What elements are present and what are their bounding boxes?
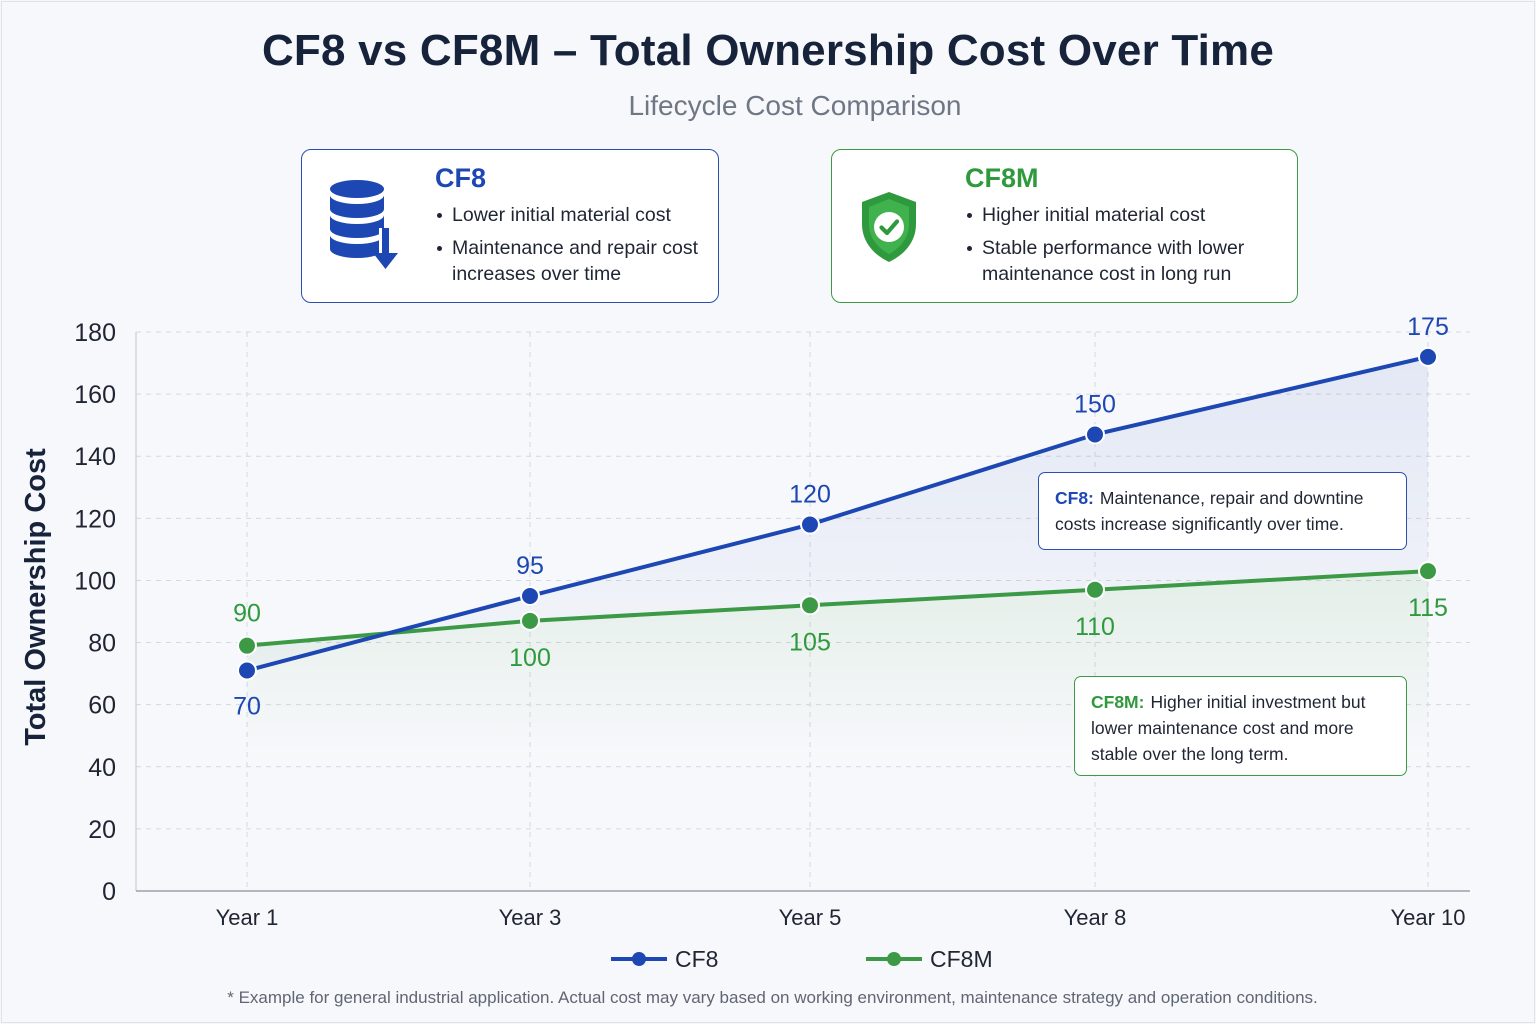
x-tick-label: Year 10 <box>1390 905 1465 930</box>
cf8-data-label: 150 <box>1074 390 1116 418</box>
y-tick-label: 20 <box>88 816 116 844</box>
cf8-data-label: 175 <box>1407 313 1449 341</box>
cf8-data-label: 95 <box>516 552 544 580</box>
cf8-info-card: CF8 Lower initial material cost Maintena… <box>301 149 719 303</box>
legend-swatch-cf8m <box>866 944 922 974</box>
shield-check-icon <box>862 192 916 262</box>
legend-item-cf8m: CF8M <box>866 944 993 974</box>
y-tick-label: 160 <box>74 381 116 409</box>
cf8m-data-label: 105 <box>789 628 831 656</box>
legend-label-cf8: CF8 <box>675 945 719 972</box>
cf8m-info-card: CF8M Higher initial material cost Stable… <box>831 149 1298 303</box>
y-tick-label: 180 <box>74 319 116 347</box>
x-tick-label: Year 5 <box>779 905 842 930</box>
legend-item-cf8: CF8 <box>611 944 718 974</box>
cf8-card-bullets: Lower initial material cost Maintenance … <box>435 202 715 294</box>
footnote: * Example for general industrial applica… <box>227 988 1318 1007</box>
cf8m-data-label: 90 <box>233 600 261 628</box>
y-tick-label: 40 <box>88 754 116 782</box>
x-tick-label: Year 3 <box>499 905 562 930</box>
cf8m-data-point <box>800 595 820 616</box>
cf8-annotation: CF8: Maintenance, repair and downtine cos… <box>1038 472 1407 550</box>
cf8-data-point <box>520 585 540 606</box>
cf8m-card-bullets: Higher initial material cost Stable perf… <box>965 202 1285 294</box>
cf8m-annotation: CF8M: Higher initial investment but lower… <box>1074 676 1407 776</box>
cf8-data-point <box>1418 346 1438 367</box>
y-tick-label: 80 <box>88 630 116 658</box>
cf8-gap-area <box>247 356 1428 671</box>
cf8-data-point <box>237 660 257 681</box>
database-down-arrow-icon <box>330 180 398 269</box>
cf8-data-label: 70 <box>233 693 261 721</box>
cf8m-data-label: 100 <box>509 644 551 672</box>
cf8m-bullet: Higher initial material cost <box>965 202 1285 229</box>
cf8-card-heading: CF8 <box>435 163 487 193</box>
cf8m-annotation-text: Higher initial investment but lower main… <box>1091 692 1366 764</box>
cf8m-data-point <box>1418 561 1438 582</box>
y-tick-label: 0 <box>102 878 116 906</box>
x-tick-label: Year 1 <box>216 905 279 930</box>
cf8m-card-heading: CF8M <box>965 163 1039 193</box>
cf8m-data-point <box>1085 579 1105 600</box>
y-tick-label: 120 <box>74 505 116 533</box>
legend-label-cf8m: CF8M <box>930 945 993 972</box>
cf8-annotation-text: Maintenance, repair and downtine costs i… <box>1055 488 1364 534</box>
y-axis-title: Total Ownership Cost <box>20 448 52 746</box>
cf8-data-point <box>800 514 820 535</box>
cf8-annotation-label: CF8: <box>1055 488 1094 508</box>
x-tick-label: Year 8 <box>1064 905 1127 930</box>
cf8m-data-label: 115 <box>1408 594 1448 622</box>
chart-title: CF8 vs CF8M – Total Ownership Cost Over … <box>261 26 1275 75</box>
cf8m-data-point <box>237 635 257 656</box>
cf8m-data-point <box>520 610 540 631</box>
y-tick-label: 140 <box>74 443 116 471</box>
cf8-data-label: 120 <box>789 481 831 509</box>
cf8-bullet: Maintenance and repair cost increases ov… <box>435 235 715 288</box>
cf8-bullet: Lower initial material cost <box>435 202 715 229</box>
y-tick-label: 60 <box>88 692 116 720</box>
cf8m-annotation-label: CF8M: <box>1091 692 1145 712</box>
y-tick-label: 100 <box>74 567 116 595</box>
chart-subtitle: Lifecycle Cost Comparison <box>628 90 962 121</box>
cf8m-data-label: 110 <box>1075 613 1115 641</box>
cf8m-bullet: Stable performance with lower maintenanc… <box>965 235 1285 288</box>
cf8-data-point <box>1085 424 1105 445</box>
legend-swatch-cf8 <box>611 944 667 974</box>
